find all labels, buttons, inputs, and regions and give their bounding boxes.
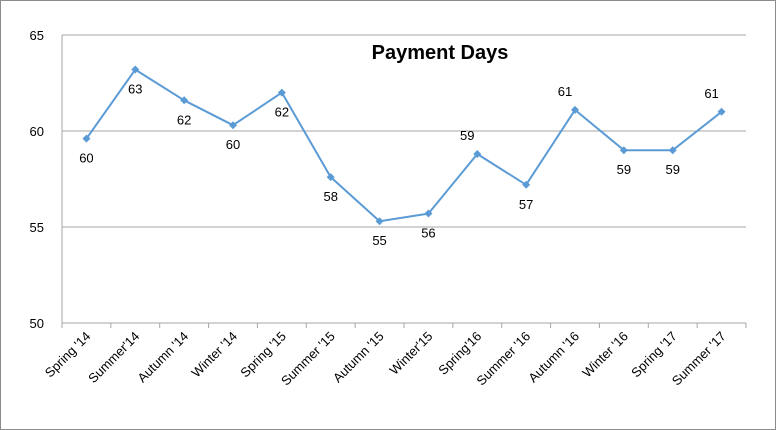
- y-tick-label: 65: [30, 28, 44, 43]
- series-line: [85, 68, 723, 223]
- y-tick-label: 55: [30, 220, 44, 235]
- y-tick-label: 60: [30, 124, 44, 139]
- x-tick-label: Spring '15: [237, 329, 289, 381]
- data-label: 62: [177, 112, 191, 127]
- data-label: 59: [617, 162, 631, 177]
- data-label: 59: [460, 128, 474, 143]
- data-point: [619, 146, 628, 155]
- data-label: 59: [665, 162, 679, 177]
- data-label: 60: [226, 137, 240, 152]
- data-point: [229, 121, 237, 130]
- data-point: [522, 180, 531, 189]
- data-label: 58: [323, 189, 337, 204]
- x-tick-label: Summer'14: [85, 329, 142, 386]
- data-label: 61: [558, 84, 572, 99]
- x-tick-label: Spring'16: [435, 329, 484, 378]
- data-label: 61: [704, 86, 718, 101]
- data-label: 57: [519, 197, 533, 212]
- data-point: [717, 107, 726, 116]
- data-point: [131, 65, 140, 74]
- data-point: [424, 209, 433, 218]
- x-tick-label: Spring '14: [42, 329, 94, 381]
- data-label: 56: [421, 226, 435, 241]
- data-label: 60: [79, 151, 93, 166]
- data-label: 63: [128, 82, 142, 97]
- data-point: [326, 173, 335, 182]
- data-point: [375, 217, 384, 226]
- x-tick-label: Winter '14: [188, 329, 240, 381]
- x-tick-label: Winter '16: [579, 329, 631, 381]
- chart-title: Payment Days: [372, 42, 509, 64]
- x-tick-label: Autumn '14: [134, 329, 191, 386]
- data-point: [668, 146, 677, 155]
- data-label: 62: [275, 105, 289, 120]
- x-tick-label: Autumn '15: [330, 329, 387, 386]
- x-tick-label: Spring '17: [628, 329, 680, 381]
- data-point: [82, 134, 91, 143]
- x-tick-label: Winter'15: [386, 329, 435, 378]
- x-tick-label: Autumn '16: [525, 329, 582, 386]
- data-label: 55: [372, 233, 386, 248]
- data-point: [571, 105, 579, 114]
- data-point: [473, 150, 482, 159]
- data-point: [180, 96, 189, 105]
- y-tick-label: 50: [30, 316, 44, 331]
- data-point: [277, 88, 286, 97]
